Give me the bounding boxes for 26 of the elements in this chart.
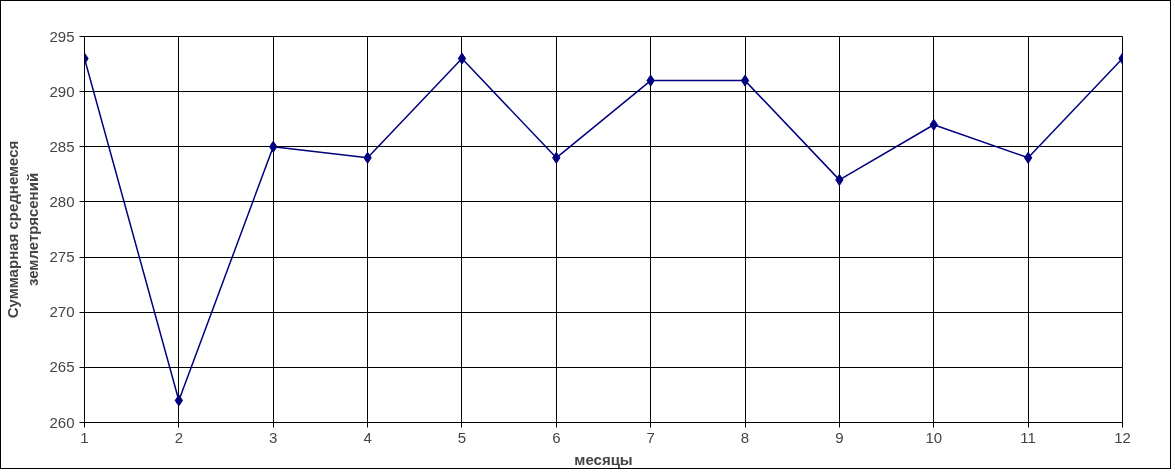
y-tick-label: 290 <box>49 82 75 100</box>
x-tick-label: 4 <box>363 428 372 446</box>
y-tick-label: 265 <box>49 358 75 376</box>
y-tick-label: 260 <box>49 413 75 431</box>
x-tick-label: 2 <box>174 428 184 446</box>
y-tick-label: 285 <box>49 137 75 155</box>
x-tick-label: 12 <box>1114 428 1131 446</box>
x-tick-label: 6 <box>552 428 561 446</box>
point <box>174 394 184 407</box>
point <box>457 52 467 65</box>
point <box>1023 151 1033 164</box>
y-tick-label: 275 <box>49 248 75 266</box>
x-tick-label: 9 <box>835 428 844 446</box>
x-tick-label: 11 <box>1020 428 1036 446</box>
y-tick-label: 295 <box>49 27 75 45</box>
x-axis-title: месяцы <box>574 450 633 468</box>
x-tick-label: 8 <box>740 428 750 446</box>
x-tick-label: 10 <box>925 428 943 446</box>
y-axis-title: Суммарная среднемеся землетрясений <box>4 140 42 319</box>
y-tick-label: 280 <box>49 192 75 210</box>
point <box>740 74 750 87</box>
x-tick-label: 1 <box>80 428 89 446</box>
y-tick-label: 270 <box>49 303 75 321</box>
x-tick-label: 5 <box>457 428 467 446</box>
x-tick-label: 7 <box>646 428 655 446</box>
x-tick-label: 3 <box>269 428 278 446</box>
